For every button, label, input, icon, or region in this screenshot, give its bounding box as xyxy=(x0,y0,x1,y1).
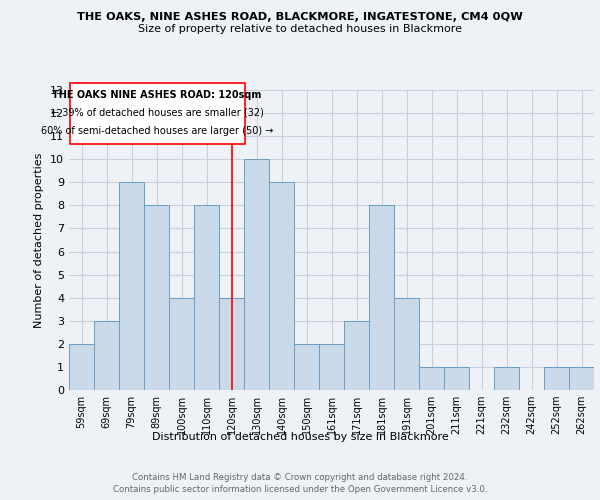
Bar xyxy=(569,367,594,390)
Bar xyxy=(169,298,194,390)
Bar xyxy=(394,298,419,390)
Bar xyxy=(494,367,519,390)
Bar xyxy=(94,321,119,390)
Y-axis label: Number of detached properties: Number of detached properties xyxy=(34,152,44,328)
Bar xyxy=(144,206,169,390)
Text: Distribution of detached houses by size in Blackmore: Distribution of detached houses by size … xyxy=(152,432,448,442)
Bar xyxy=(269,182,294,390)
Bar xyxy=(219,298,244,390)
Bar xyxy=(544,367,569,390)
Text: THE OAKS NINE ASHES ROAD: 120sqm: THE OAKS NINE ASHES ROAD: 120sqm xyxy=(52,90,262,100)
Bar xyxy=(244,159,269,390)
FancyBboxPatch shape xyxy=(70,83,245,144)
Bar xyxy=(369,206,394,390)
Bar xyxy=(419,367,444,390)
Text: 60% of semi-detached houses are larger (50) →: 60% of semi-detached houses are larger (… xyxy=(41,126,273,136)
Bar xyxy=(69,344,94,390)
Text: Contains HM Land Registry data © Crown copyright and database right 2024.: Contains HM Land Registry data © Crown c… xyxy=(132,472,468,482)
Text: ← 39% of detached houses are smaller (32): ← 39% of detached houses are smaller (32… xyxy=(50,108,263,118)
Text: THE OAKS, NINE ASHES ROAD, BLACKMORE, INGATESTONE, CM4 0QW: THE OAKS, NINE ASHES ROAD, BLACKMORE, IN… xyxy=(77,12,523,22)
Bar xyxy=(119,182,144,390)
Text: Contains public sector information licensed under the Open Government Licence v3: Contains public sector information licen… xyxy=(113,485,487,494)
Bar xyxy=(319,344,344,390)
Bar xyxy=(194,206,219,390)
Bar xyxy=(294,344,319,390)
Bar xyxy=(344,321,369,390)
Text: Size of property relative to detached houses in Blackmore: Size of property relative to detached ho… xyxy=(138,24,462,34)
Bar xyxy=(444,367,469,390)
